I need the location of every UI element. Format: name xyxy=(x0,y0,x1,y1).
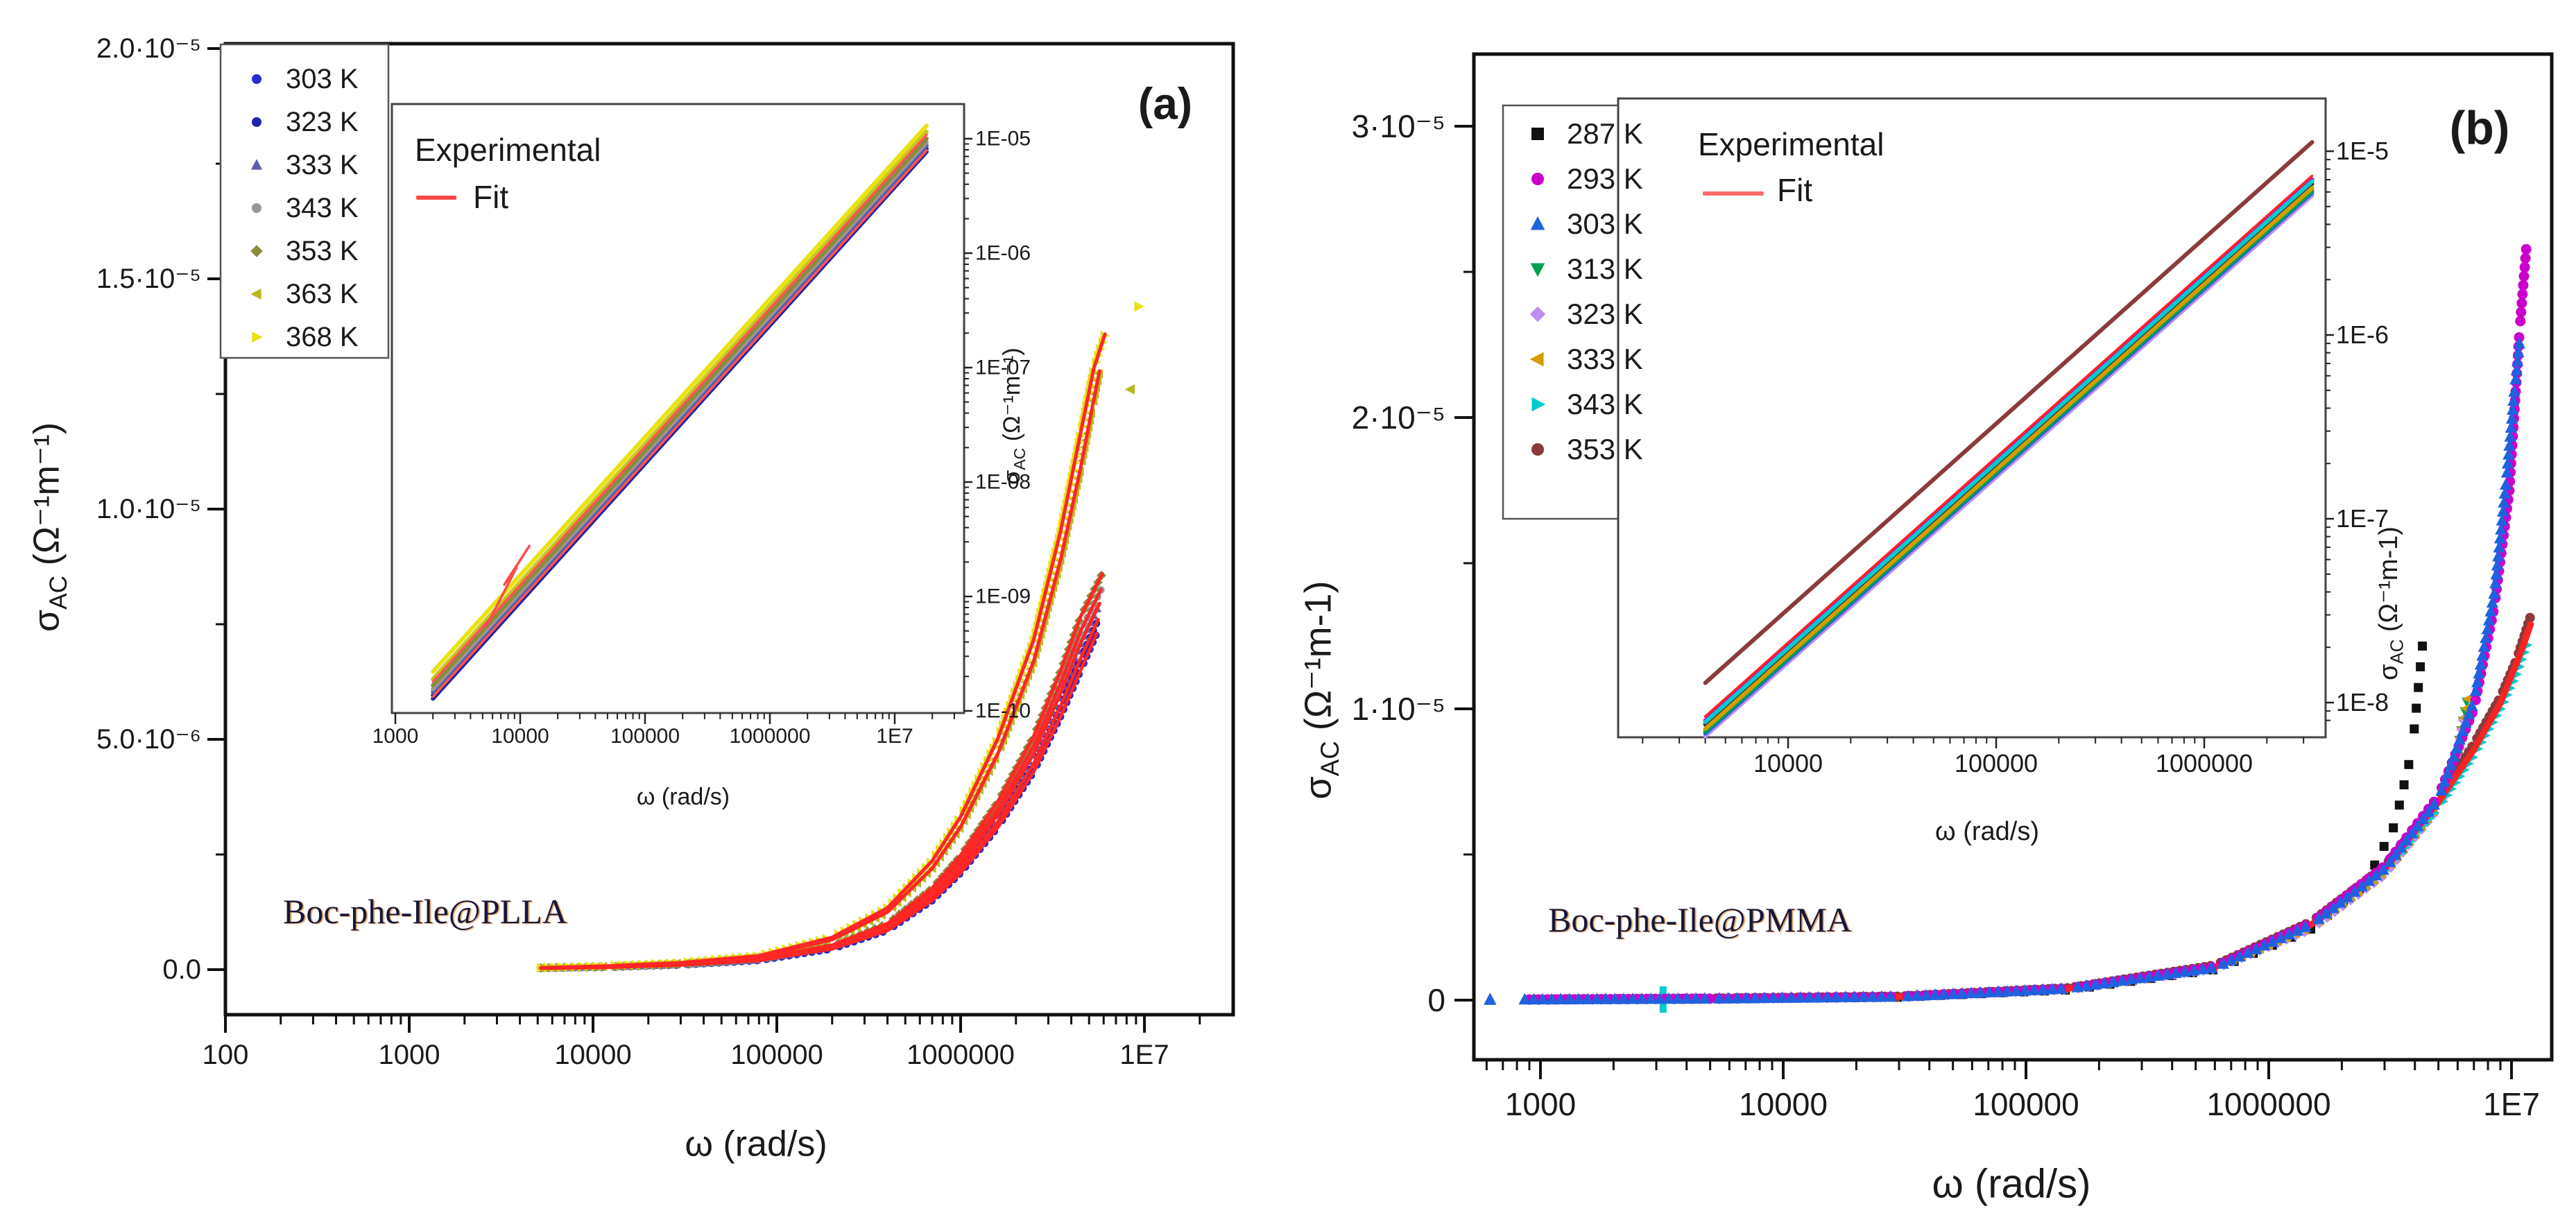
legend-item-343K-a: 343 K xyxy=(286,193,359,223)
inset-y-tick-label-a: 1E-06 xyxy=(975,241,1031,265)
panel-tag-b: (b) xyxy=(2449,101,2510,155)
inset-b xyxy=(1617,97,2334,748)
x-tick-label-a: 10000 xyxy=(554,1040,632,1070)
inset-x-tick-label-a: 1E7 xyxy=(876,725,913,748)
inset-x-tick-label-b: 100000 xyxy=(1954,749,2038,777)
x-axis-ticks-a xyxy=(224,1015,1201,1033)
inset-legend-fit-a: Fit xyxy=(473,179,509,215)
legend-item-353K-a: 353 K xyxy=(286,236,359,266)
y-axis-label-a: σAC (Ω⁻¹m⁻¹) xyxy=(26,422,73,633)
inset-legend-experimental-a: Experimental xyxy=(415,132,601,168)
inset-y-tick-label-a: 1E-09 xyxy=(975,585,1031,608)
y-axis-ticks-b xyxy=(1454,125,1474,1002)
x-tick-label-b: 10000 xyxy=(1739,1086,1828,1122)
x-tick-label-b: 1E7 xyxy=(2483,1086,2540,1122)
legend-item-303K-a: 303 K xyxy=(286,64,359,94)
panel-tag-a: (a) xyxy=(1137,78,1193,129)
legend-item-303K-b: 303 K xyxy=(1567,207,1643,240)
legend-item-323K-b: 323 K xyxy=(1567,297,1643,330)
inset-y-tick-label-a: 1E-08 xyxy=(975,470,1031,494)
sample-label-a: Boc-phe-Ile@PLLA xyxy=(283,892,567,931)
y-tick-label-b: 2·10⁻⁵ xyxy=(1351,399,1445,436)
extra-points-a xyxy=(1124,301,1144,395)
x-tick-label-b: 1000000 xyxy=(2206,1086,2331,1122)
fit-line-sample-a xyxy=(416,196,456,200)
y-tick-label-b: 1·10⁻⁵ xyxy=(1351,690,1445,727)
x-tick-label-a: 1000000 xyxy=(907,1040,1015,1070)
inset-y-tick-label-b: 1E-5 xyxy=(2336,137,2389,166)
x-tick-label-a: 100000 xyxy=(730,1040,823,1070)
inset-lines-b xyxy=(1703,139,2315,739)
sample-label-b: Boc-phe-Ile@PMMA xyxy=(1548,900,1852,939)
y-tick-label-a: 0.0 xyxy=(162,954,201,985)
x-tick-label-a: 1000 xyxy=(378,1040,440,1070)
x-tick-label-b: 1000 xyxy=(1504,1086,1577,1122)
y-tick-label-a: 2.0·10⁻⁵ xyxy=(96,33,201,64)
legend-item-293K-b: 293 K xyxy=(1567,162,1643,195)
legend-item-368K-a: 368 K xyxy=(286,322,359,352)
inset-x-tick-label-b: 10000 xyxy=(1753,749,1823,777)
series-303K-b xyxy=(1518,336,2526,1005)
fit-line-sample-b xyxy=(1703,191,1764,196)
inset-a xyxy=(390,103,972,724)
legend-a xyxy=(219,43,390,359)
fit-line-a xyxy=(539,332,1107,970)
inset-x-tick-label-a: 100000 xyxy=(610,725,680,748)
inset-x-axis-label-b: ω (rad/s) xyxy=(1934,817,2040,847)
x-axis-label-b: ω (rad/s) xyxy=(1932,1161,2091,1207)
y-tick-label-a: 1.5·10⁻⁵ xyxy=(96,264,201,294)
x-axis-label-a: ω (rad/s) xyxy=(685,1124,827,1165)
y-tick-label-a: 5.0·10⁻⁶ xyxy=(96,724,201,755)
legend-item-353K-b: 353 K xyxy=(1567,432,1643,465)
y-tick-label-a: 1.0·10⁻⁵ xyxy=(96,494,201,524)
inset-y-tick-label-a: 1E-10 xyxy=(975,699,1031,723)
inset-x-tick-label-a: 1000 xyxy=(372,725,419,748)
inset-x-axis-label-a: ω (rad/s) xyxy=(636,784,730,811)
inset-y-tick-label-b: 1E-6 xyxy=(2336,320,2389,350)
inset-lines-a xyxy=(431,123,929,701)
legend-item-287K-b: 287 K xyxy=(1567,117,1643,150)
inset-y-tick-label-a: 1E-07 xyxy=(975,356,1031,379)
inset-x-tick-label-b: 1000000 xyxy=(2155,749,2253,777)
inset-y-axis-label-b: σAC (Ω⁻¹m-1) xyxy=(2374,526,2407,680)
inset-legend-fit-b: Fit xyxy=(1777,172,1813,208)
legend-item-333K-a: 333 K xyxy=(286,150,359,180)
legend-item-313K-b: 313 K xyxy=(1567,252,1643,285)
inset-x-tick-label-a: 10000 xyxy=(491,725,549,748)
panel-a xyxy=(207,42,1235,1033)
inset-y-tick-label-b: 1E-8 xyxy=(2336,688,2389,717)
inset-legend-experimental-b: Experimental xyxy=(1698,126,1884,162)
legend-item-363K-a: 363 K xyxy=(286,279,359,309)
x-tick-label-a: 1E7 xyxy=(1119,1040,1169,1070)
x-tick-label-a: 100 xyxy=(202,1040,249,1070)
x-tick-label-b: 100000 xyxy=(1973,1086,2079,1122)
panel-b xyxy=(1454,52,2554,1079)
legend-item-343K-b: 343 K xyxy=(1567,387,1643,420)
inset-y-tick-label-a: 1E-05 xyxy=(975,127,1031,151)
x-axis-ticks-b xyxy=(1485,1060,2513,1079)
y-tick-label-b: 3·10⁻⁵ xyxy=(1351,108,1445,144)
y-tick-label-b: 0 xyxy=(1427,981,1445,1018)
inset-y-tick-label-b: 1E-7 xyxy=(2336,504,2389,533)
series-313K-b xyxy=(1524,697,2473,1006)
series-333K-b xyxy=(1523,694,2473,1005)
y-axis-label-b: σAC (Ω⁻¹m-1) xyxy=(1297,581,1345,800)
inset-x-tick-label-a: 1000000 xyxy=(729,725,811,748)
legend-item-323K-a: 323 K xyxy=(286,107,359,137)
legend-item-333K-b: 333 K xyxy=(1567,342,1643,375)
